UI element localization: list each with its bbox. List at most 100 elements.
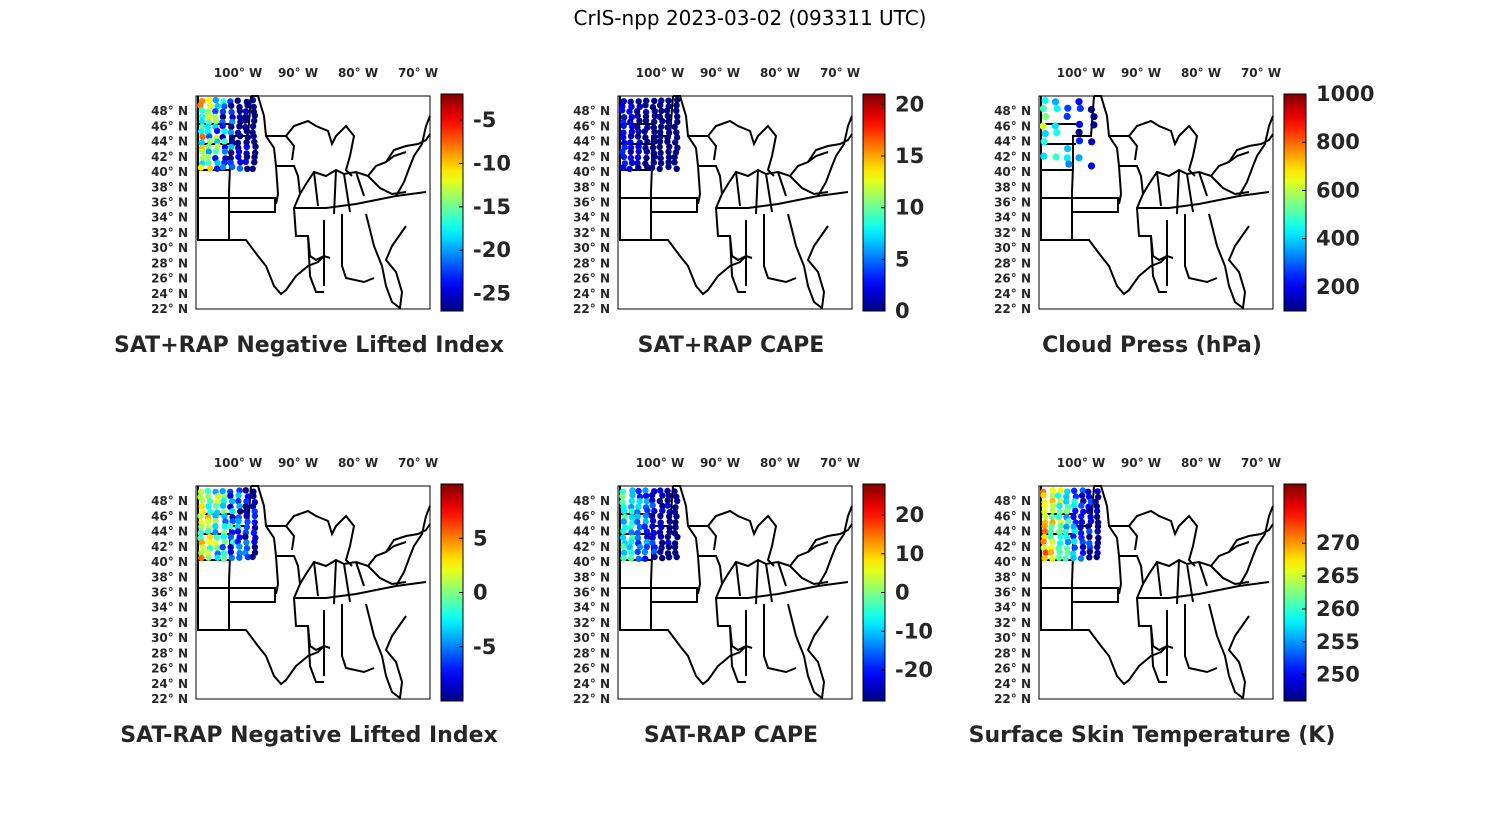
longitude-label: 90° W (278, 66, 318, 80)
longitude-label: 70° W (1241, 456, 1281, 470)
latitude-label: 48° N (994, 104, 1031, 118)
observation-point (227, 155, 234, 162)
observation-point (229, 508, 236, 515)
observation-point (250, 103, 257, 111)
observation-point (657, 160, 665, 167)
observation-point (214, 554, 221, 561)
colorbar-tick-label: 10 (895, 542, 924, 566)
observation-point (1048, 523, 1055, 530)
observation-point (237, 159, 244, 166)
observation-point (198, 118, 206, 125)
observation-point (619, 148, 626, 156)
state-boundary (1094, 485, 1139, 595)
state-boundary (673, 485, 718, 595)
observation-point (619, 492, 626, 500)
longitude-label: 70° W (820, 66, 860, 80)
observation-point (1041, 96, 1049, 104)
observation-point (671, 153, 678, 161)
observation-point (636, 117, 643, 125)
map-panel-skin-temp: 100° W 90° W 80° W 70° W 48° N 46° N 44° N 42° … (903, 450, 1383, 780)
colorbar-tick-label: -15 (473, 195, 511, 219)
latitude-label: 46° N (151, 509, 188, 523)
state-boundary (385, 133, 431, 163)
observation-point (657, 512, 664, 520)
latitude-label: 22° N (151, 302, 188, 316)
observation-point (620, 528, 627, 535)
latitude-label: 30° N (573, 631, 610, 645)
observation-point (671, 543, 679, 551)
observation-point (204, 549, 211, 556)
observation-point (236, 123, 243, 130)
observation-point (628, 549, 635, 556)
latitude-label: 30° N (994, 241, 1031, 255)
observation-point (212, 108, 219, 115)
observation-point (205, 97, 213, 104)
latitude-label: 46° N (994, 509, 1031, 523)
latitude-label: 42° N (151, 540, 188, 554)
latitude-label: 32° N (573, 226, 610, 240)
observation-point (229, 114, 236, 121)
observation-point (250, 493, 257, 500)
map-panel-svg: 100° W 90° W 80° W 70° W 48° N46° N 44° N42° … (573, 456, 933, 706)
observation-point (221, 513, 228, 520)
observation-point (620, 518, 627, 525)
observation-point (620, 153, 628, 161)
observation-point (664, 124, 671, 131)
observation-point (628, 508, 636, 515)
observation-point (1090, 113, 1098, 121)
observation-point (651, 112, 659, 120)
state-boundary (285, 509, 356, 567)
state-boundary (1150, 214, 1218, 293)
observation-point (1063, 523, 1070, 531)
observation-point (1054, 492, 1062, 499)
state-boundary (698, 165, 747, 262)
observation-point (205, 159, 212, 167)
observation-point (635, 164, 642, 171)
state-boundary (367, 505, 431, 587)
observation-point (671, 488, 678, 495)
observation-point (665, 129, 673, 136)
observation-point (657, 548, 664, 556)
observation-point (251, 153, 258, 161)
latitude-label: 24° N (994, 677, 1031, 691)
latitude-label: 48° N (151, 494, 188, 508)
observation-point (249, 503, 257, 510)
observation-point (199, 154, 207, 161)
observation-point (651, 138, 658, 145)
map-panel-neg-li-diff: 100° W 90° W 80° W 70° W 48° N 46° N 44° N 42° … (60, 450, 540, 780)
latitude-label: 36° N (151, 586, 188, 600)
observation-point (219, 164, 227, 171)
observation-point (634, 529, 641, 537)
observation-point (650, 548, 658, 556)
observation-point (666, 518, 673, 525)
observation-point (1071, 544, 1078, 551)
observation-point (198, 549, 205, 557)
observation-point (659, 502, 666, 510)
state-boundary (673, 95, 718, 205)
state-boundary (307, 604, 375, 683)
observation-point (650, 159, 657, 166)
state-boundary (1128, 509, 1199, 567)
observation-point (636, 543, 644, 551)
state-boundary (198, 197, 276, 213)
state-boundary (313, 559, 365, 605)
observation-point (198, 107, 206, 114)
observation-point (205, 493, 212, 500)
observation-point (243, 524, 251, 531)
latitude-label: 36° N (151, 196, 188, 210)
observation-point (656, 138, 664, 145)
observation-point (1047, 533, 1054, 540)
colorbar (862, 93, 886, 312)
latitude-label: 22° N (151, 692, 188, 706)
observation-point (657, 154, 664, 162)
latitude-label: 40° N (151, 555, 188, 569)
observation-point (205, 554, 212, 561)
latitude-label: 26° N (151, 662, 188, 676)
observation-point (659, 117, 666, 125)
observation-point (1053, 104, 1061, 113)
observation-point (658, 523, 665, 531)
observation-point (643, 148, 651, 155)
observation-point (1070, 523, 1077, 530)
observation-point (1041, 528, 1049, 535)
observation-point (212, 523, 219, 530)
